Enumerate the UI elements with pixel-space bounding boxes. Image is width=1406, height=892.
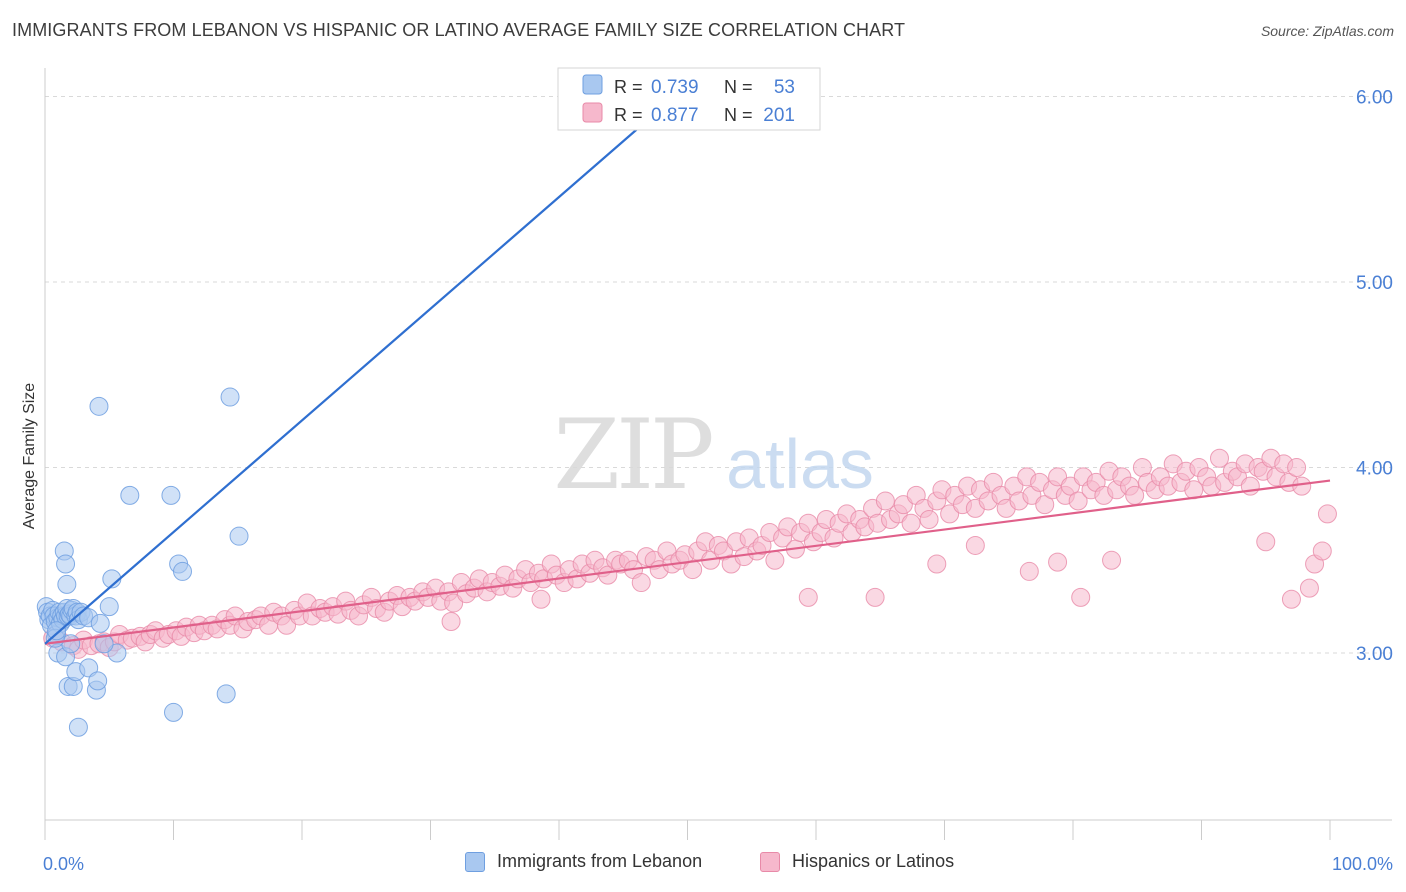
hispanic-point [277,615,297,635]
hispanic-point [1287,458,1307,478]
hispanic-point [441,612,461,632]
hispanic-point [1292,476,1312,496]
hispanic-point [531,589,551,609]
y-axis-label-layer: Average Family Size [21,383,38,530]
watermark: ZIP atlas [553,399,874,511]
lebanon-point [99,597,119,617]
hispanic-point [940,504,960,524]
hispanic-point [875,491,895,511]
hispanic-point [901,513,921,533]
legend-r-label-pink: R = [614,105,643,125]
trend-lines [44,95,1331,645]
lebanon-point [68,717,88,737]
pink-series-points [43,448,1337,659]
watermark-atlas: atlas [726,425,874,503]
legend-item-hispanic[interactable]: Hispanics or Latinos [760,851,954,872]
legend-n-label-pink: N = [724,105,753,125]
y-tick-label: 3.00 [1356,644,1393,665]
hispanic-point [1299,578,1319,598]
legend-swatch-lebanon [465,851,485,872]
y-tick-label: 5.00 [1356,273,1393,294]
chart-title: IMMIGRANTS FROM LEBANON VS HISPANIC OR L… [12,20,906,40]
lebanon-point [161,485,181,505]
lebanon-point [229,526,249,546]
hispanic-point [1019,561,1039,581]
axis-layer: 0.0% 100.0% [43,68,1393,874]
hispanic-point [1317,504,1337,524]
hispanic-point [865,587,885,607]
legend-r-label-blue: R = [614,77,643,97]
y-axis-label: Average Family Size [21,383,38,530]
hispanic-point [631,573,651,593]
lebanon-point [90,613,110,633]
lebanon-point [88,671,108,691]
hispanic-point [1068,491,1088,511]
lebanon-point [57,574,77,594]
hispanic-point [927,554,947,574]
hispanic-point [893,495,913,515]
lebanon-point [120,485,140,505]
hispanic-point [1312,541,1332,561]
hispanic-point [919,509,939,529]
stats-legend: R = 0.739 N = 53 R = 0.877 N = 201 [557,67,821,131]
hispanic-point [798,513,818,533]
series-legend: Immigrants from Lebanon Hispanics or Lat… [0,851,1406,879]
lebanon-point [79,658,99,678]
lebanon-point [172,561,192,581]
hispanic-point [1071,587,1091,607]
hispanic-point [1048,467,1068,487]
legend-n-value-blue: 53 [774,77,795,98]
legend-swatch-blue [582,74,603,95]
legend-r-value-pink: 0.877 [651,105,699,126]
legend-label-hispanic: Hispanics or Latinos [792,851,955,871]
hispanic-point [1060,476,1080,496]
hispanic-point [765,550,785,570]
hispanic-trend-line [44,479,1331,645]
watermark-zip: ZIP [553,399,712,511]
hispanic-point [444,593,464,613]
lebanon-point [56,554,76,574]
y-tick-label: 4.00 [1356,459,1393,480]
lebanon-point [220,387,240,407]
lebanon-point [164,702,183,722]
legend-r-value-blue: 0.739 [651,77,699,98]
lebanon-point [216,684,236,704]
lebanon-point [94,634,114,654]
lebanon-point [107,643,127,663]
lebanon-trend-line [44,95,676,645]
hispanic-point [965,535,985,555]
hispanic-point [1035,495,1055,515]
legend-n-label-blue: N = [724,77,753,97]
legend-swatch-hispanic [760,851,780,872]
lebanon-point [89,396,109,416]
legend-item-lebanon[interactable]: Immigrants from Lebanon [465,851,702,872]
grid-layer: 3.00 4.00 5.00 6.00 [45,88,1393,665]
x-tick-label-max: 100.0% [1332,854,1393,874]
legend-label-lebanon: Immigrants from Lebanon [497,851,703,871]
lebanon-point [47,621,67,641]
source-label: Source: ZipAtlas.com [1260,23,1394,39]
hispanic-point [1048,552,1068,572]
hispanic-point [1256,532,1276,552]
y-tick-label: 6.00 [1356,88,1393,109]
hispanic-point [1209,448,1229,468]
hispanic-point [1281,589,1301,609]
legend-swatch-pink [582,102,603,123]
hispanic-point [1102,550,1122,570]
legend-n-value-pink: 201 [763,105,795,126]
hispanic-point [798,587,818,607]
x-tick-label-min: 0.0% [43,854,84,874]
